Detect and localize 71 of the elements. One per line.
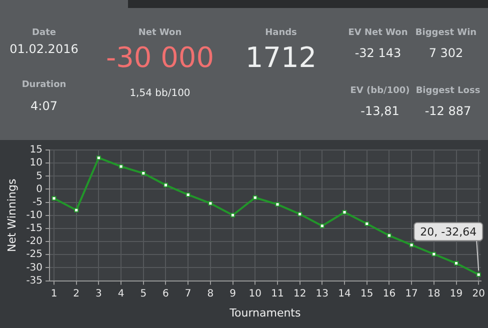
- text: 7 302: [428, 46, 464, 60]
- point: [118, 164, 124, 169]
- point: [298, 212, 302, 216]
- y-tick-label: 15: [30, 144, 43, 156]
- x-tick-label: 7: [184, 288, 192, 300]
- x-tick-label: 10: [248, 288, 262, 300]
- y-tick-label: -20: [26, 236, 43, 248]
- x-tick-label: 5: [140, 288, 147, 300]
- y-tick-label: -10: [26, 210, 43, 221]
- text: 1,54 bb/100: [130, 88, 190, 99]
- text: -12 887: [424, 104, 472, 118]
- point: [386, 233, 392, 238]
- point: [141, 171, 146, 176]
- x-tick-label: 20: [472, 288, 485, 300]
- y-tick-label: -30: [26, 262, 43, 274]
- text: 01.02.2016: [10, 42, 78, 56]
- y-tick-label: 5: [36, 170, 43, 182]
- text: EV (bb/100): [350, 86, 410, 96]
- text: Biggest Win: [415, 28, 477, 38]
- y-axis-title: Net Winnings: [5, 178, 18, 252]
- point: [409, 242, 414, 248]
- point: [230, 212, 236, 218]
- x-tick-label: 18: [428, 288, 440, 300]
- text: 1712: [245, 41, 317, 74]
- text: Biggest Loss: [416, 86, 480, 96]
- x-tick-label: 6: [162, 288, 169, 300]
- y-tick-label: -25: [26, 249, 43, 260]
- x-tick-label: 4: [118, 288, 124, 300]
- text: Duration: [22, 80, 66, 90]
- x-tick-label: 15: [360, 288, 374, 300]
- point: [208, 201, 213, 206]
- point: [454, 261, 459, 266]
- y-tick-label: -35: [26, 275, 43, 286]
- y-tick-label: 0: [36, 184, 43, 195]
- x-tick-label: 8: [207, 288, 214, 300]
- point: [320, 224, 324, 228]
- x-tick-label: 13: [316, 288, 329, 300]
- text: Hands: [265, 28, 297, 38]
- x-tick-label: 17: [405, 288, 418, 300]
- text: -32 143: [354, 46, 402, 60]
- text: Date: [32, 28, 56, 38]
- x-axis-title: Tournaments: [228, 306, 301, 320]
- point: [52, 196, 56, 201]
- point: [364, 222, 370, 226]
- x-tick-label: 3: [96, 288, 102, 300]
- text: -13,81: [360, 104, 400, 118]
- text: 4:07: [30, 99, 58, 113]
- x-tick-label: 9: [230, 288, 236, 300]
- point: [186, 192, 190, 197]
- x-tick-label: 11: [271, 288, 284, 300]
- text: EV Net Won: [348, 28, 408, 38]
- y-tick-label: 10: [30, 158, 43, 169]
- point: [252, 195, 258, 200]
- point: [96, 156, 101, 160]
- x-tick-label: 16: [382, 288, 396, 300]
- x-tick-label: 19: [450, 288, 463, 300]
- point: [163, 182, 168, 188]
- text: Net Won: [138, 28, 182, 38]
- point: [74, 208, 79, 212]
- y-tick-label: -15: [26, 223, 43, 234]
- point: [432, 252, 436, 256]
- point: [476, 272, 481, 277]
- y-tick-label: -5: [32, 196, 43, 208]
- x-tick-label: 14: [338, 288, 351, 300]
- x-tick-label: 12: [293, 288, 306, 300]
- point: [275, 202, 280, 207]
- x-tick-label: 1: [50, 288, 58, 300]
- x-tick-label: 2: [73, 288, 80, 300]
- annotation: 20, -32,64: [420, 225, 477, 238]
- text: -30 000: [106, 41, 214, 74]
- point: [342, 210, 347, 215]
